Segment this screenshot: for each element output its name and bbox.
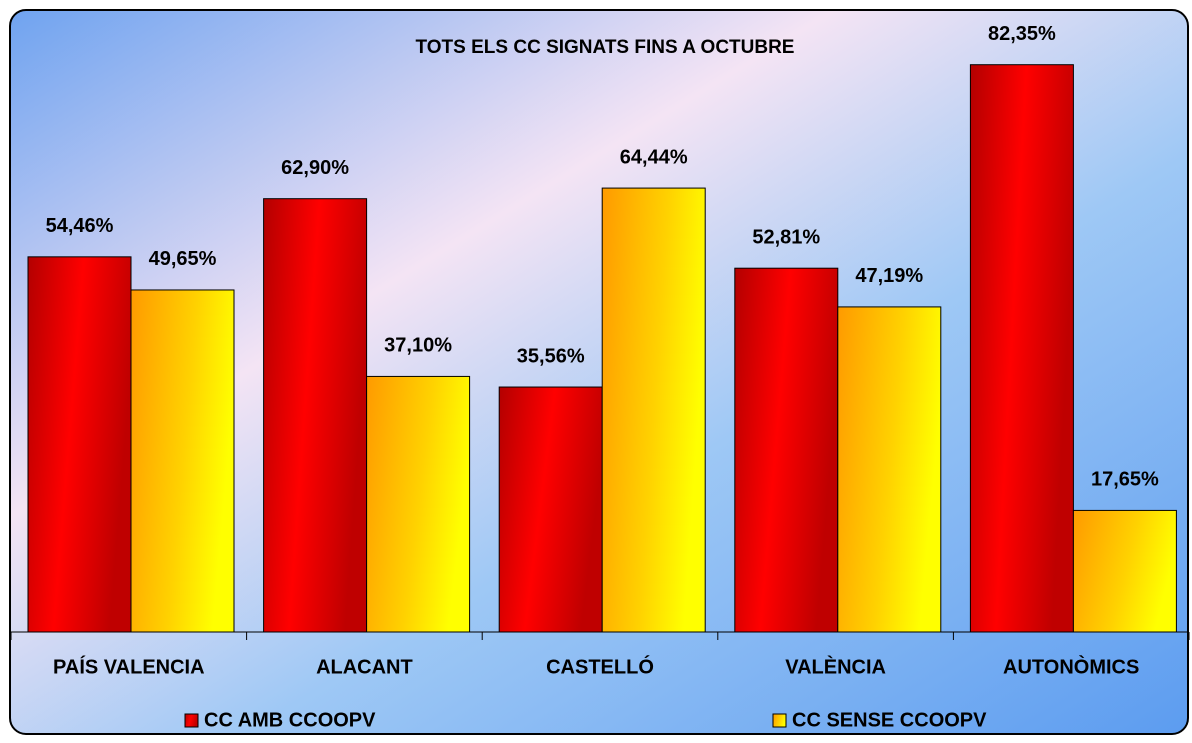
legend-label: CC AMB CCOOPV	[204, 709, 376, 731]
data-label: 62,90%	[281, 157, 349, 179]
bar	[498, 386, 603, 633]
x-tick-label: VALÈNCIA	[785, 655, 886, 678]
data-label: 35,56%	[517, 345, 585, 367]
x-tick-label: PAÍS VALENCIA	[53, 655, 205, 678]
data-label: 37,10%	[384, 335, 452, 357]
bar	[27, 256, 132, 633]
bar	[601, 187, 706, 633]
data-label: 52,81%	[752, 226, 820, 248]
bar	[969, 64, 1074, 633]
legend-swatch	[184, 713, 199, 728]
x-tick-label: AUTONÒMICS	[1003, 654, 1139, 678]
data-label: 17,65%	[1091, 469, 1159, 491]
data-label: 54,46%	[46, 215, 114, 237]
data-label: 47,19%	[855, 265, 923, 287]
bar	[130, 289, 235, 633]
legend-swatch	[772, 713, 787, 728]
data-label: 82,35%	[988, 23, 1056, 45]
bar	[1072, 509, 1177, 633]
data-label: 49,65%	[149, 248, 217, 270]
bar	[366, 375, 471, 633]
chart-title: TOTS ELS CC SIGNATS FINS A OCTUBRE	[416, 37, 795, 58]
bar	[263, 198, 368, 633]
bar	[734, 267, 839, 633]
data-label: 64,44%	[620, 146, 688, 168]
legend-label: CC SENSE CCOOPV	[792, 709, 987, 731]
x-tick-label: ALACANT	[316, 656, 413, 678]
bar	[837, 306, 942, 633]
x-tick-label: CASTELLÓ	[546, 654, 654, 678]
